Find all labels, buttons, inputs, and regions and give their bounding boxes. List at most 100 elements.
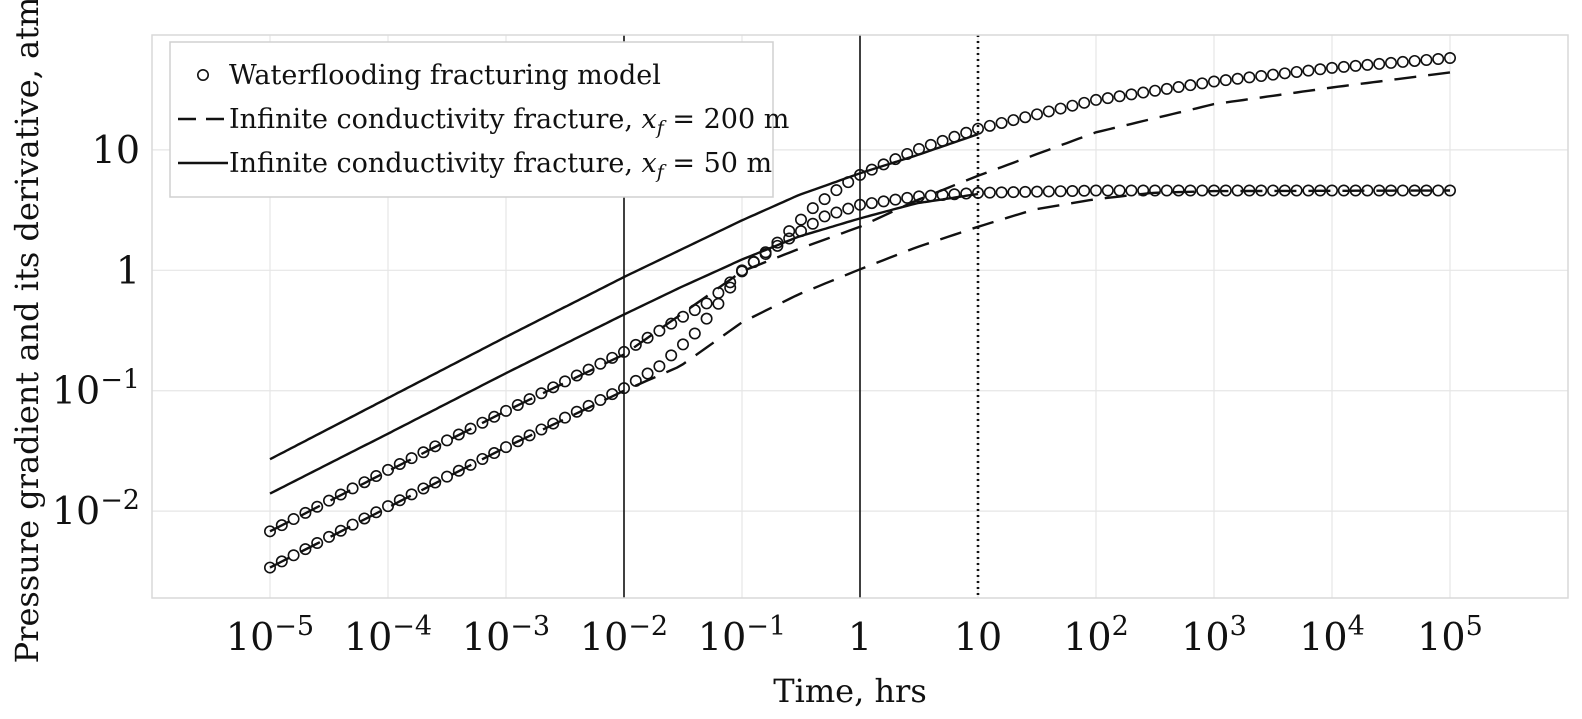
- tick-base: 10: [1417, 615, 1465, 659]
- tick-base: 10: [92, 128, 140, 172]
- data-point-marker: [322, 494, 335, 507]
- data-point-marker: [1278, 67, 1291, 80]
- data-point-marker: [523, 429, 536, 442]
- data-point-marker: [1007, 186, 1020, 199]
- tick-base: 10: [462, 615, 510, 659]
- data-point-marker: [1160, 184, 1173, 197]
- legend-label: Waterflooding fracturing model: [229, 60, 661, 91]
- data-point-marker: [405, 488, 418, 501]
- data-point-marker: [1349, 59, 1362, 72]
- data-point-marker: [523, 393, 536, 406]
- tick-base: 10: [954, 615, 1002, 659]
- legend-label: Infinite conductivity fracture, xf = 200…: [229, 104, 789, 139]
- data-point-marker: [901, 191, 914, 204]
- data-point-marker: [1420, 53, 1433, 66]
- data-point-marker: [1326, 61, 1339, 74]
- data-point-marker: [1113, 184, 1126, 197]
- data-point-marker: [653, 324, 666, 337]
- data-point-marker: [547, 381, 560, 394]
- data-point-marker: [1066, 99, 1079, 112]
- data-point-marker: [1172, 81, 1185, 94]
- tick-exponent: −2: [100, 485, 140, 516]
- x-tick-label: 10−4: [344, 611, 432, 659]
- marker-series: [263, 51, 1457, 538]
- tick-base: 10: [52, 369, 100, 413]
- data-point-marker: [1113, 90, 1126, 103]
- tick-base: 10: [1063, 615, 1111, 659]
- data-point-marker: [440, 470, 453, 483]
- data-point-marker: [393, 458, 406, 471]
- data-point-marker: [1137, 86, 1150, 99]
- tick-exponent: 5: [1466, 611, 1483, 642]
- data-point-marker: [1396, 55, 1409, 68]
- data-point-marker: [499, 441, 512, 454]
- data-point-marker: [712, 297, 725, 310]
- data-point-marker: [1290, 65, 1303, 78]
- data-point-marker: [1031, 185, 1044, 198]
- data-point-marker: [1019, 111, 1032, 124]
- data-point-marker: [629, 338, 642, 351]
- legend-label: Infinite conductivity fracture, xf = 50 …: [229, 148, 772, 183]
- data-point-marker: [594, 357, 607, 370]
- data-point-marker: [334, 524, 347, 537]
- legend: Waterflooding fracturing model Infinite c…: [169, 41, 789, 198]
- data-point-marker: [1160, 82, 1173, 95]
- data-point-marker: [641, 367, 654, 380]
- x-tick-label: 10−2: [580, 611, 668, 659]
- data-point-marker: [653, 360, 666, 373]
- tick-exponent: −1: [746, 611, 786, 642]
- data-point-marker: [334, 488, 347, 501]
- data-point-marker: [983, 119, 996, 132]
- data-point-marker: [417, 482, 430, 495]
- data-point-marker: [440, 434, 453, 447]
- data-point-marker: [806, 217, 819, 230]
- data-point-marker: [499, 404, 512, 417]
- data-point-marker: [1231, 72, 1244, 85]
- data-point-marker: [287, 513, 300, 526]
- data-point-marker: [1396, 184, 1409, 197]
- data-point-marker: [429, 476, 442, 489]
- data-point-marker: [865, 163, 878, 176]
- y-axis-title: Pressure gradient and its derivative, at…: [8, 0, 46, 663]
- data-point-marker: [263, 561, 276, 574]
- data-point-marker: [842, 202, 855, 215]
- x-tick-label: 102: [1063, 611, 1129, 659]
- legend-label-text: Waterflooding fracturing model: [229, 60, 661, 91]
- data-point-marker: [311, 500, 324, 513]
- marker-series: [263, 184, 1457, 574]
- data-point-marker: [865, 197, 878, 210]
- legend-math-variable: x: [642, 148, 657, 179]
- data-point-marker: [370, 506, 383, 519]
- tick-exponent: 3: [1230, 611, 1247, 642]
- data-point-marker: [370, 470, 383, 483]
- data-point-marker: [995, 116, 1008, 129]
- data-point-marker: [1054, 102, 1067, 115]
- data-point-marker: [1432, 184, 1445, 197]
- data-point-marker: [1337, 60, 1350, 73]
- data-point-marker: [830, 206, 843, 219]
- data-point-marker: [299, 506, 312, 519]
- data-point-marker: [322, 530, 335, 543]
- data-point-marker: [960, 187, 973, 200]
- data-point-marker: [547, 417, 560, 430]
- data-point-marker: [452, 464, 465, 477]
- x-tick-label: 10−5: [226, 611, 314, 659]
- data-point-marker: [1196, 77, 1209, 90]
- data-point-marker: [263, 525, 276, 538]
- x-tick-label: 10−1: [698, 611, 786, 659]
- data-point-marker: [1078, 184, 1091, 197]
- legend-math-value: = 50 m: [664, 148, 772, 179]
- data-point-marker: [912, 190, 925, 203]
- x-tick-label: 103: [1181, 611, 1247, 659]
- data-point-marker: [1444, 51, 1457, 64]
- data-point-marker: [806, 202, 819, 215]
- tick-base: 10: [580, 615, 628, 659]
- data-point-marker: [818, 193, 831, 206]
- data-point-marker: [558, 411, 571, 424]
- data-point-marker: [1031, 108, 1044, 121]
- tick-exponent: −1: [100, 365, 140, 396]
- data-point-marker: [1243, 71, 1256, 84]
- data-point-marker: [429, 440, 442, 453]
